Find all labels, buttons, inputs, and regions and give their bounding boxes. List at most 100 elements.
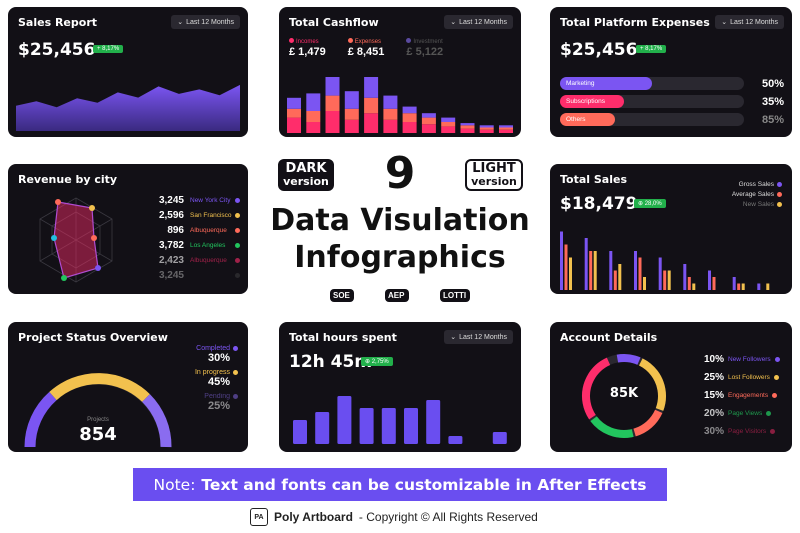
gauge-in-progress — [49, 373, 150, 403]
radar-point — [61, 275, 67, 281]
cashflow-bar — [479, 129, 494, 133]
sales-bar — [658, 257, 662, 290]
sales-bar — [643, 277, 646, 290]
project-gauge — [24, 373, 172, 448]
sales-legend: Gross Sales Average Sales New Sales — [732, 179, 782, 209]
cashflow-bar — [421, 113, 436, 118]
status-dot — [233, 370, 238, 375]
cashflow-bar — [402, 122, 417, 133]
account-donut-chart — [582, 354, 666, 439]
city-name: San Francisco — [190, 212, 232, 219]
account-dot — [774, 356, 780, 362]
status-percent: 25% — [207, 400, 230, 412]
card-title: Revenue by city — [18, 173, 118, 186]
status-percent: 30% — [207, 352, 230, 364]
total-sales-value: $18,479 — [560, 194, 638, 214]
cashflow-bar — [306, 122, 321, 133]
donut-new-followers — [582, 354, 666, 439]
up-arrow-icon: ⊕ — [365, 359, 372, 365]
hours-bar — [293, 420, 307, 444]
brand-name: Poly Artboard — [274, 510, 353, 524]
cashflow-bar — [344, 119, 359, 133]
cashflow-bar — [364, 97, 379, 114]
card-title: Account Details — [560, 331, 658, 344]
donut-center-value: 85K — [609, 386, 639, 401]
sales-value: $25,456 — [18, 40, 96, 60]
sales-bar — [741, 283, 745, 290]
cashflow-bar — [287, 97, 301, 109]
status-item: Pending 25% — [195, 393, 238, 412]
account-item: 30% Page Visitors — [700, 422, 780, 440]
city-color-dot — [235, 243, 240, 248]
note-prefix: Note: — [153, 475, 196, 494]
platform-expenses-card: Total Platform Expenses ⌄ Last 12 Months… — [550, 7, 792, 137]
hours-bar — [381, 408, 396, 444]
cashflow-bar — [460, 128, 475, 133]
account-dot — [766, 410, 772, 416]
account-percent: 25% — [703, 371, 724, 383]
date-range-dropdown[interactable]: ⌄ Last 12 Months — [444, 330, 513, 344]
sales-bar — [692, 283, 696, 290]
format-badge: AEP — [385, 289, 409, 302]
expense-percent: 35% — [761, 96, 784, 108]
copyright-text: - Copyright © All Rights Reserved — [358, 510, 538, 524]
expense-label: Marketing — [566, 80, 595, 87]
hours-value: 12h 45m — [289, 352, 373, 372]
growth-badge: ⊕ 2,75% — [361, 357, 393, 366]
footer: PA Poly Artboard - Copyright © All Right… — [250, 507, 550, 527]
status-item: In progress 45% — [195, 369, 238, 388]
total-cashflow-card: Total Cashflow ⌄ Last 12 Months Incomes … — [279, 7, 521, 137]
account-label: Engagements — [728, 391, 769, 399]
cashflow-bar — [460, 125, 475, 129]
cashflow-bar — [383, 95, 398, 109]
sales-bar — [584, 238, 588, 290]
city-list: 3,245 New York City 2,596 San Francisco 896 A… — [144, 193, 240, 283]
sales-bar — [613, 270, 617, 290]
dashboard-count: 9 — [384, 148, 416, 199]
dark-version-badge: DARK version — [278, 159, 334, 191]
date-range-dropdown[interactable]: ⌄ Last 12 Months — [715, 15, 784, 29]
sales-report-card: Sales Report ⌄ Last 12 Months $25,456 + … — [8, 7, 248, 137]
city-color-dot — [235, 213, 240, 218]
project-status-card: Project Status Overview Projects 854 Com… — [8, 322, 248, 452]
sales-bar — [712, 277, 716, 290]
cashflow-bar — [441, 126, 456, 133]
donut-page-views — [582, 354, 666, 439]
status-label: Completed — [196, 345, 230, 352]
card-title: Sales Report — [18, 16, 97, 29]
expense-row: Others 85% — [560, 113, 784, 126]
radar-point — [91, 235, 97, 241]
cashflow-bar — [344, 108, 359, 120]
legend-label: New Sales — [742, 200, 774, 208]
expense-fill — [560, 77, 652, 90]
chevron-down-icon: ⌄ — [450, 334, 457, 341]
total-sales-card: Total Sales $18,479 ⊕ 28,0% Gross Sales A… — [550, 164, 792, 294]
cashflow-bar — [364, 113, 379, 133]
cashflow-bar — [344, 91, 359, 109]
gauge-completed — [24, 391, 57, 448]
legend-incomes: Incomes £ 1,479 — [289, 38, 326, 58]
date-range-dropdown[interactable]: ⌄ Last 12 Months — [444, 15, 513, 29]
city-row: 3,782 Los Angeles — [144, 238, 240, 253]
expense-percent: 50% — [761, 78, 784, 90]
hours-spent-card: Total hours spent ⌄ Last 12 Months 12h 4… — [279, 322, 521, 452]
card-title: Total Cashflow — [289, 16, 379, 29]
account-label: Page Visitors — [728, 427, 767, 435]
cashflow-legend: Incomes £ 1,479 Expenses £ 8,451 Investm… — [289, 38, 443, 58]
city-color-dot — [235, 228, 240, 233]
sales-bar — [618, 264, 622, 290]
sales-bar — [708, 270, 711, 290]
cashflow-bar — [421, 117, 436, 125]
date-range-dropdown[interactable]: ⌄ Last 12 Months — [171, 15, 240, 29]
sales-bar — [638, 257, 642, 290]
headline-line-1: Data Visulation — [270, 203, 530, 238]
growth-badge: ⊕ 28,0% — [634, 199, 666, 208]
city-name: Albuquerque — [190, 227, 227, 234]
sales-area — [16, 84, 240, 131]
legend-dot — [777, 201, 782, 207]
revenue-by-city-card: Revenue by city 3,245 New York City 2,596 S… — [8, 164, 248, 294]
expense-bars: Marketing 50% Subscriptions 35% Others 85% — [560, 77, 784, 131]
account-details-card: Account Details 85K 10% New Followers 25% L… — [550, 322, 792, 452]
account-percent: 20% — [703, 407, 724, 419]
expense-label: Subscriptions — [566, 98, 606, 105]
